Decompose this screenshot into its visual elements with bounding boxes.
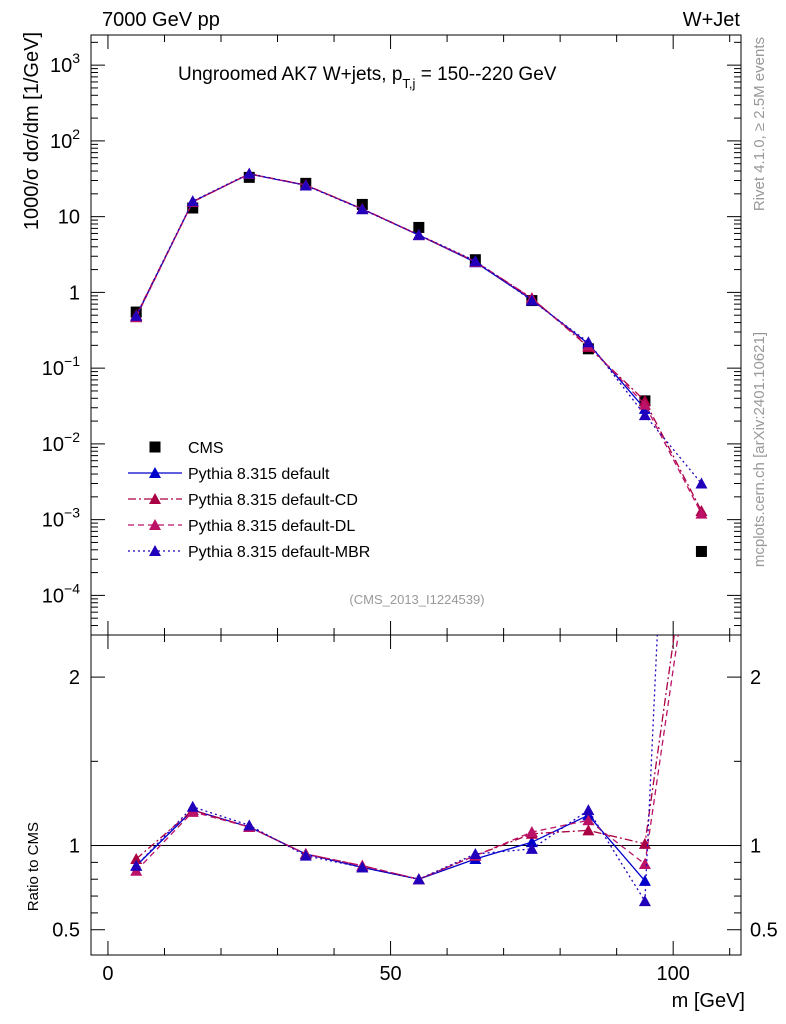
mbr-marker xyxy=(356,203,369,215)
mbr-marker xyxy=(469,254,482,266)
mbr-marker xyxy=(582,336,595,348)
axes-layer: 0 50 100 10−4 10−3 10−2 10−1 1 10 102 103 0.5 0.5 1 1 2… xyxy=(42,35,778,985)
mbr-ratio-marker xyxy=(412,873,425,885)
legend-dl-marker xyxy=(149,519,161,530)
dl-marker xyxy=(638,398,651,410)
x-tick-label: 50 xyxy=(379,963,401,985)
legend-label: Pythia 8.315 default xyxy=(188,466,330,483)
ratio-tick-label: 0.5 xyxy=(52,920,80,942)
ratio-plot-frame xyxy=(90,634,742,956)
y-tick-label: 10−4 xyxy=(42,580,80,607)
legend: CMS Pythia 8.315 default Pythia 8.315 defa… xyxy=(128,440,370,561)
legend-label: Pythia 8.315 default-MBR xyxy=(188,544,370,561)
mbr-marker xyxy=(186,195,199,207)
y-axis-label: 1000/σ dσ/dm [1/GeV] xyxy=(21,32,43,230)
default-line xyxy=(135,173,646,410)
legend-cms-marker xyxy=(149,441,161,453)
y-tick-label: 10 xyxy=(58,207,80,229)
legend-mbr-marker xyxy=(149,545,161,556)
y-tick-label: 103 xyxy=(50,50,80,77)
mbr-ratio-marker xyxy=(582,804,595,816)
chart-title: Ungroomed AK7 W+jets, pT,j = 150--220 Ge… xyxy=(178,64,557,91)
default-ratio-marker xyxy=(638,874,651,886)
analysis-id: (CMS_2013_I1224539) xyxy=(349,592,484,607)
cd-ratio-marker xyxy=(695,435,707,446)
y-tick-label: 10−2 xyxy=(42,429,80,456)
ratio-tick-label-right: 0.5 xyxy=(750,920,778,942)
mbr-marker xyxy=(243,167,256,179)
chart-title-rest: = 150--220 GeV xyxy=(415,64,556,85)
y-tick-label: 102 xyxy=(50,126,80,153)
cd-ratio-marker xyxy=(130,853,143,864)
y-tick-label: 10−1 xyxy=(42,353,80,380)
mbr-ratio-marker xyxy=(186,800,199,812)
cms-data-point xyxy=(187,202,199,214)
legend-label: Pythia 8.315 default-CD xyxy=(188,492,358,509)
mbr-ratio-marker xyxy=(243,819,256,831)
mbr-ratio-marker xyxy=(299,849,312,861)
x-tick-label: 100 xyxy=(656,963,689,985)
cd-ratio-marker xyxy=(582,824,595,836)
mbr-marker xyxy=(130,309,143,321)
mcplots-label: mcplots.cern.ch [arXiv:2401.10621] xyxy=(751,332,768,567)
dl-ratio-marker xyxy=(525,826,538,838)
header-right: W+Jet xyxy=(683,9,741,31)
header-left: 7000 GeV pp xyxy=(102,9,220,31)
legend-label: Pythia 8.315 default-DL xyxy=(188,518,355,535)
mbr-ratio-marker xyxy=(130,859,143,871)
series-layer xyxy=(130,167,708,907)
dl-ratio-marker xyxy=(582,814,595,826)
mbr-marker xyxy=(695,477,708,489)
cms-data-point xyxy=(413,221,425,233)
x-axis-label: m [GeV] xyxy=(672,990,745,1012)
mbr-line xyxy=(135,172,702,484)
mbr-marker xyxy=(412,228,425,240)
dl-ratio-marker xyxy=(638,858,651,870)
mbr-ratio-marker xyxy=(638,895,651,907)
rivet-label: Rivet 4.1.0, ≥ 2.5M events xyxy=(751,37,768,211)
ratio-y-axis-label: Ratio to CMS xyxy=(25,822,42,911)
default-ratio-marker xyxy=(525,836,538,848)
x-tick-label: 0 xyxy=(102,963,113,985)
ratio-tick-label: 2 xyxy=(69,667,80,689)
legend-label: CMS xyxy=(188,440,224,457)
y-tick-label: 10−3 xyxy=(42,505,80,532)
mbr-ratio-marker xyxy=(525,842,538,854)
chart-title-sub: T,j xyxy=(402,76,415,91)
mbr-ratio-marker xyxy=(469,847,482,859)
dl-marker xyxy=(695,507,708,519)
mbr-ratio-marker xyxy=(356,861,369,873)
main-series xyxy=(130,167,708,557)
ratio-tick-label-right: 2 xyxy=(750,667,761,689)
mbr-marker xyxy=(525,294,538,306)
cms-data-point xyxy=(695,545,707,557)
legend-default-marker xyxy=(149,467,161,478)
mbr-marker xyxy=(638,409,651,421)
ratio-tick-label-right: 1 xyxy=(750,836,761,858)
mbr-marker xyxy=(299,179,312,191)
y-tick-label: 1 xyxy=(69,282,80,304)
ratio-series xyxy=(130,435,707,907)
chart-title-main: Ungroomed AK7 W+jets, p xyxy=(178,64,402,85)
dl-ratio-line xyxy=(135,635,679,880)
ratio-tick-label: 1 xyxy=(69,836,80,858)
legend-cd-marker xyxy=(149,493,161,504)
